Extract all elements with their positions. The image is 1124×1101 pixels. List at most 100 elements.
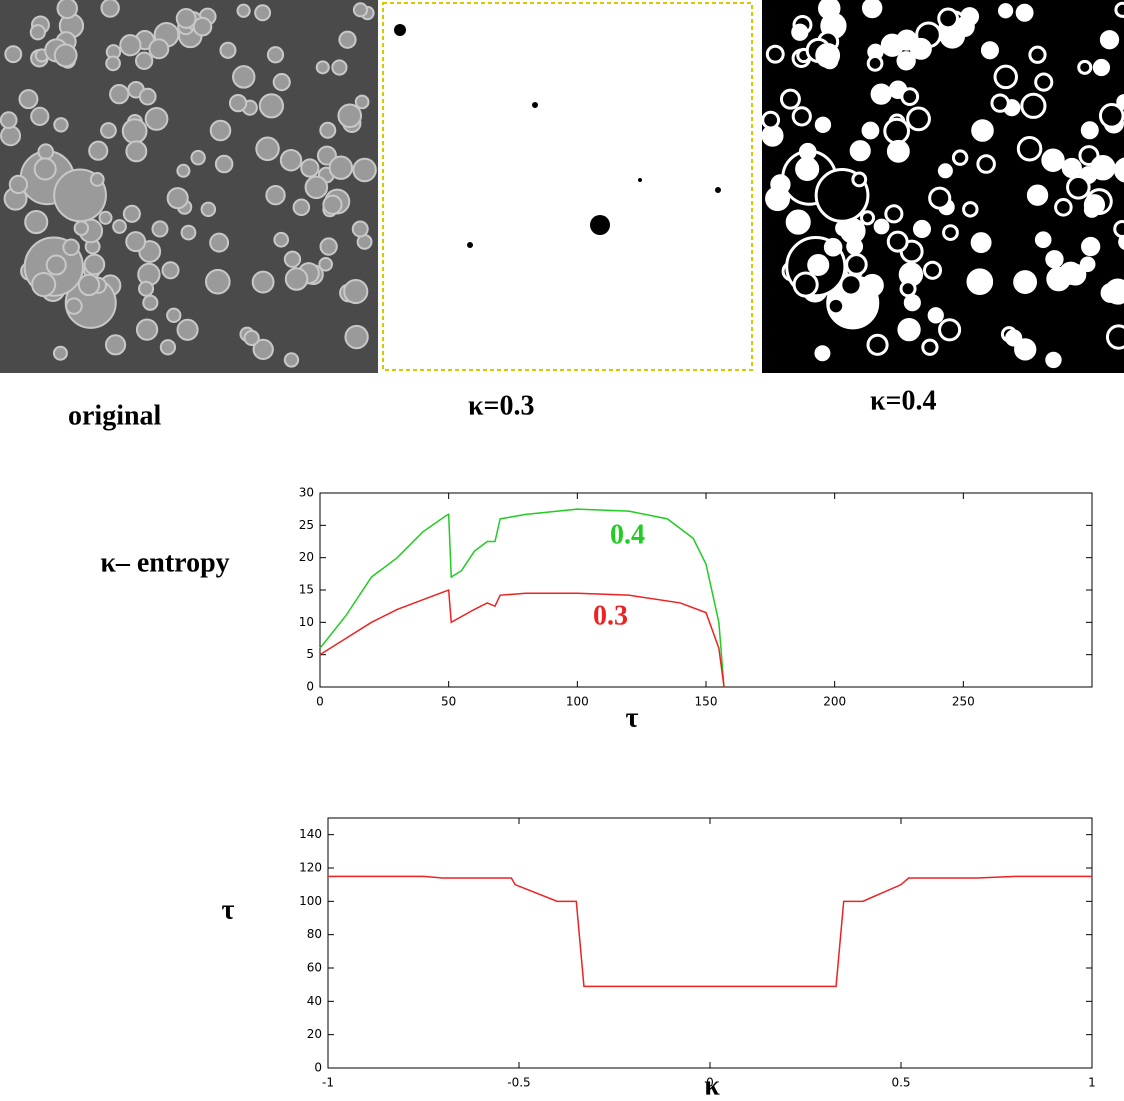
cell: [798, 142, 817, 161]
cell: [900, 87, 920, 106]
cell: [300, 158, 320, 178]
cell: [814, 116, 832, 134]
speck: [590, 215, 610, 235]
cell: [121, 118, 148, 144]
cell: [1046, 266, 1071, 292]
cell: [1005, 329, 1023, 347]
cell: [100, 0, 120, 18]
x-tick-label: 200: [823, 695, 846, 709]
cell: [980, 41, 999, 60]
cell: [65, 297, 83, 315]
cell: [266, 46, 285, 64]
cell: [138, 87, 157, 106]
cell: [962, 201, 979, 218]
cell: [1045, 351, 1062, 369]
cell: [1099, 30, 1120, 50]
cell: [190, 149, 206, 166]
cell: [138, 280, 155, 297]
cell: [77, 273, 101, 297]
series-line: [319, 508, 725, 688]
cell: [122, 204, 141, 223]
cell: [851, 171, 868, 188]
y-tick-label: 0: [314, 1061, 322, 1075]
y-axis-label: τ: [222, 894, 235, 925]
cell: [997, 3, 1014, 19]
cell: [1113, 157, 1124, 183]
cell: [1081, 236, 1101, 257]
x-axis-label: κ: [704, 1070, 720, 1101]
cell: [283, 352, 300, 368]
cell: [343, 278, 369, 305]
x-tick-label: 0.5: [891, 1076, 910, 1090]
cell: [175, 8, 197, 29]
cell: [354, 94, 370, 110]
cell: [252, 338, 274, 361]
cell: [823, 238, 843, 257]
cell: [232, 65, 256, 89]
cell: [1045, 250, 1064, 269]
speck: [394, 24, 406, 36]
cell: [826, 296, 846, 316]
cell: [1061, 157, 1082, 179]
y-tick-label: 30: [299, 486, 314, 500]
cell: [144, 106, 169, 131]
cell: [1016, 136, 1043, 162]
cell: [880, 33, 905, 57]
cell: [791, 106, 812, 127]
cell: [315, 60, 330, 75]
cell: [886, 230, 909, 253]
x-axis-label: τ: [626, 702, 639, 733]
cell: [125, 140, 148, 163]
cell: [1014, 338, 1037, 361]
cell: [1026, 184, 1049, 206]
cell: [279, 149, 303, 172]
cell: [0, 125, 22, 147]
cell: [319, 237, 338, 256]
cell: [1080, 121, 1099, 140]
cell: [1116, 94, 1124, 110]
cell: [921, 338, 939, 356]
cell: [1028, 45, 1047, 64]
cell: [304, 175, 329, 200]
cell: [37, 143, 55, 161]
x-tick-label: -0.5: [507, 1076, 530, 1090]
cell: [861, 0, 883, 19]
cell: [30, 106, 50, 126]
cell: [1092, 58, 1111, 77]
cell: [251, 270, 275, 294]
x-tick-label: 250: [952, 695, 975, 709]
speck: [532, 102, 538, 108]
cell: [176, 163, 191, 178]
cell: [161, 261, 180, 280]
cell: [903, 294, 921, 312]
x-tick-label: 1: [1088, 1076, 1096, 1090]
cell: [318, 256, 333, 272]
cell: [337, 103, 363, 129]
cell: [814, 345, 831, 362]
cell: [922, 260, 943, 280]
cell: [18, 89, 39, 110]
x-tick-label: 0: [316, 695, 324, 709]
y-tick-label: 100: [299, 894, 322, 908]
cell: [100, 122, 117, 139]
cell: [104, 334, 127, 356]
cell: [1013, 270, 1038, 294]
cell: [971, 119, 994, 142]
cell: [1066, 175, 1091, 200]
y-tick-label: 15: [299, 583, 314, 597]
cell: [779, 88, 801, 110]
cell: [258, 93, 284, 119]
cell: [135, 51, 154, 70]
y-tick-label: 120: [299, 861, 322, 875]
cell: [83, 253, 106, 276]
cell: [192, 16, 213, 37]
cell: [180, 224, 197, 241]
caption: κ=0.4: [870, 385, 937, 416]
cell: [331, 59, 348, 76]
cell: [166, 187, 189, 210]
cell: [52, 345, 68, 361]
y-tick-label: 80: [307, 927, 322, 941]
cell: [214, 154, 234, 174]
image-k03: [382, 2, 753, 371]
